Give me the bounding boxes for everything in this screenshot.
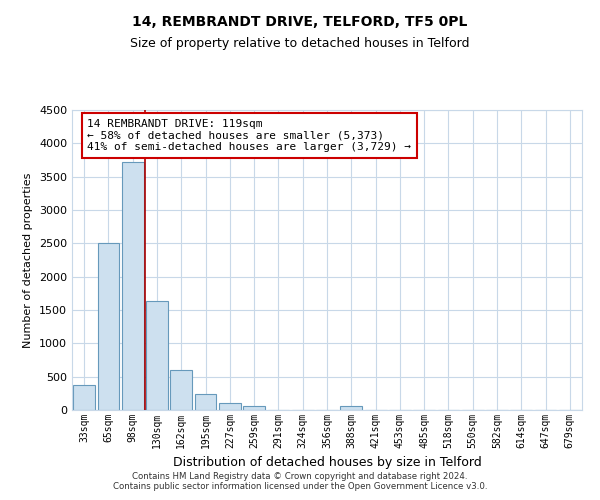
Text: Size of property relative to detached houses in Telford: Size of property relative to detached ho…	[130, 38, 470, 51]
Text: Contains HM Land Registry data © Crown copyright and database right 2024.: Contains HM Land Registry data © Crown c…	[132, 472, 468, 481]
Bar	[170, 370, 192, 410]
Bar	[97, 244, 119, 410]
Bar	[243, 406, 265, 410]
Bar	[146, 300, 168, 410]
Bar	[219, 404, 241, 410]
Text: 14 REMBRANDT DRIVE: 119sqm
← 58% of detached houses are smaller (5,373)
41% of s: 14 REMBRANDT DRIVE: 119sqm ← 58% of deta…	[88, 119, 412, 152]
Bar	[73, 384, 95, 410]
Y-axis label: Number of detached properties: Number of detached properties	[23, 172, 34, 348]
X-axis label: Distribution of detached houses by size in Telford: Distribution of detached houses by size …	[173, 456, 481, 469]
Text: Contains public sector information licensed under the Open Government Licence v3: Contains public sector information licen…	[113, 482, 487, 491]
Bar	[194, 394, 217, 410]
Text: 14, REMBRANDT DRIVE, TELFORD, TF5 0PL: 14, REMBRANDT DRIVE, TELFORD, TF5 0PL	[133, 15, 467, 29]
Bar	[122, 162, 143, 410]
Bar	[340, 406, 362, 410]
